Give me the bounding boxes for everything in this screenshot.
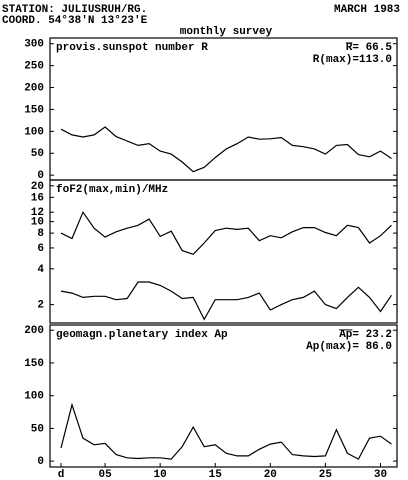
data-line xyxy=(60,402,392,460)
annotation: R= 66.5 xyxy=(346,42,393,54)
y-tick-label: 20 xyxy=(31,181,44,193)
data-line xyxy=(60,126,392,173)
y-tick-label: 300 xyxy=(24,39,44,51)
panel-title: provis.sunspot number R xyxy=(56,42,208,54)
annotation: Ap(max)= 86.0 xyxy=(306,341,392,353)
annotation: Ap= 23.2 xyxy=(339,329,392,341)
y-tick-label: 250 xyxy=(24,61,44,73)
panel-title: foF2(max,min)/MHz xyxy=(56,184,168,196)
x-tick-label: 05 xyxy=(98,469,112,480)
panel-frame xyxy=(49,179,398,324)
x-tick-label: d xyxy=(58,469,65,480)
data-line xyxy=(60,281,392,321)
y-tick-label: 12 xyxy=(31,207,44,219)
y-tick-label: 0 xyxy=(37,170,44,182)
y-tick-label: 200 xyxy=(24,82,44,94)
y-tick-label: 100 xyxy=(24,126,44,138)
x-tick-label: 10 xyxy=(154,469,167,480)
y-tick-label: 150 xyxy=(24,358,44,370)
x-tick-label: 25 xyxy=(319,469,333,480)
y-tick-label: 2 xyxy=(37,300,44,312)
x-tick-label: 15 xyxy=(209,469,223,480)
y-tick-label: 200 xyxy=(24,325,44,337)
station: STATION: JULIUSRUH/RG. xyxy=(2,4,147,16)
date: MARCH 1983 xyxy=(334,4,400,16)
y-tick-label: 4 xyxy=(37,264,44,276)
y-tick-label: 50 xyxy=(31,148,44,160)
y-tick-label: 10 xyxy=(31,217,44,229)
annotation: R(max)=113.0 xyxy=(313,54,392,66)
subtitle: monthly survey xyxy=(180,26,273,38)
x-tick-label: 20 xyxy=(264,469,277,480)
y-tick-label: 16 xyxy=(31,192,44,204)
y-tick-label: 0 xyxy=(37,456,44,468)
coordinates: COORD. 54°38'N 13°23'E xyxy=(2,15,148,27)
y-tick-label: 50 xyxy=(31,423,44,435)
y-tick-label: 150 xyxy=(24,104,44,116)
x-tick-label: 30 xyxy=(374,469,387,480)
y-tick-label: 8 xyxy=(37,228,44,240)
y-tick-label: 100 xyxy=(24,391,44,403)
panel-title: geomagn.planetary index Ap xyxy=(56,329,228,341)
y-tick-label: 6 xyxy=(37,243,44,255)
data-line xyxy=(60,210,392,255)
